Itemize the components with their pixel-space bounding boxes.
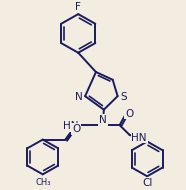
Text: HN: HN [132,133,147,143]
Text: Cl: Cl [142,178,152,188]
Text: F: F [75,2,81,12]
Text: O: O [125,108,134,119]
Text: S: S [120,92,127,102]
Text: O: O [72,124,80,134]
Text: N: N [75,92,83,102]
Text: N: N [99,115,107,125]
Text: CH₃: CH₃ [35,178,51,187]
Text: HN: HN [63,121,78,131]
